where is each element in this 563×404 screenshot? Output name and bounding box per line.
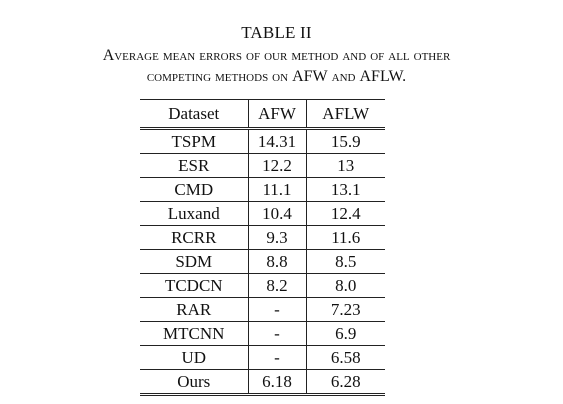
results-table: Dataset AFW AFLW TSPM 14.31 15.9 ESR 12.… [140,99,385,396]
afw-value: - [247,345,306,370]
table-row: TSPM 14.31 15.9 [140,128,385,154]
table-row: RAR - 7.23 [140,297,385,322]
method-name: Luxand [140,201,248,226]
table-row: RCRR 9.3 11.6 [140,225,385,250]
aflw-value: 6.28 [305,369,385,396]
afw-value: 10.4 [247,201,306,226]
aflw-value: 8.0 [305,273,385,298]
aflw-value: 6.9 [305,321,385,346]
caption-afw: AFW [292,68,328,85]
aflw-value: 6.58 [305,345,385,370]
column-header-dataset: Dataset [140,99,248,130]
method-name: CMD [140,177,248,202]
method-name: RCRR [140,225,248,250]
caption-line-2: competing methods on AFW and AFLW. [0,66,553,87]
table-row: Luxand 10.4 12.4 [140,201,385,226]
aflw-value: 13.1 [305,177,385,202]
afw-value: 8.2 [247,273,306,298]
column-header-aflw: AFLW [305,99,385,130]
table-row: CMD 11.1 13.1 [140,177,385,202]
aflw-value: 8.5 [305,249,385,274]
caption-aflw: AFLW [359,68,403,85]
table-row: ESR 12.2 13 [140,153,385,178]
caption-line-2-text: competing methods on [146,68,293,85]
aflw-value: 15.9 [305,128,385,154]
method-name: SDM [140,249,248,274]
aflw-value: 13 [305,153,385,178]
afw-value: - [247,321,306,346]
table-row: MTCNN - 6.9 [140,321,385,346]
table-header-row: Dataset AFW AFLW [140,99,385,130]
afw-value: 9.3 [247,225,306,250]
afw-value: 8.8 [247,249,306,274]
table-row: TCDCN 8.2 8.0 [140,273,385,298]
afw-value: 11.1 [247,177,306,202]
caption-line-1: Average mean errors of our method and of… [102,47,451,64]
column-header-afw: AFW [247,99,306,130]
afw-value: - [247,297,306,322]
caption-and: and [327,68,360,85]
method-name: Ours [140,369,248,396]
method-name: MTCNN [140,321,248,346]
afw-value: 12.2 [247,153,306,178]
afw-value: 14.31 [247,128,306,154]
table-row: UD - 6.58 [140,345,385,370]
table-row: SDM 8.8 8.5 [140,249,385,274]
caption-period: . [402,68,407,85]
aflw-value: 7.23 [305,297,385,322]
method-name: TCDCN [140,273,248,298]
table-caption: Average mean errors of our method and of… [0,45,553,87]
method-name: UD [140,345,248,370]
table-number: TABLE II [241,23,312,42]
method-name: RAR [140,297,248,322]
afw-value: 6.18 [247,369,306,396]
aflw-value: 11.6 [305,225,385,250]
aflw-value: 12.4 [305,201,385,226]
table-row: Ours 6.18 6.28 [140,369,385,396]
method-name: ESR [140,153,248,178]
method-name: TSPM [140,128,248,154]
